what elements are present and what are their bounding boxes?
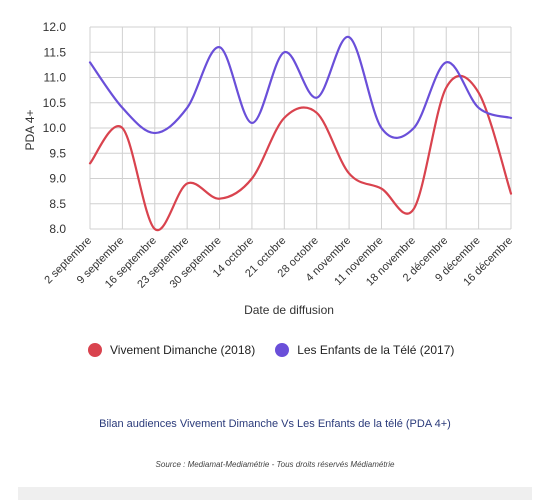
chart-legend: Vivement Dimanche (2018) Les Enfants de … [88, 343, 474, 357]
y-axis-label: PDA 4+ [23, 109, 37, 150]
chart-caption: Bilan audiences Vivement Dimanche Vs Les… [99, 418, 451, 430]
y-tick-label: 9.0 [49, 172, 66, 186]
legend-marker [88, 343, 102, 357]
series-line [88, 74, 513, 232]
legend-item: Vivement Dimanche (2018) [88, 343, 255, 357]
source-note: Source : Mediamat-Mediamétrie - Tous dro… [155, 460, 395, 469]
y-tick-label: 10.0 [43, 121, 67, 135]
x-axis-label: Date de diffusion [244, 303, 334, 317]
footer-bar [18, 487, 532, 500]
y-tick-label: 9.5 [49, 146, 66, 160]
legend-label: Vivement Dimanche (2018) [110, 343, 256, 357]
y-tick-label: 8.5 [49, 197, 66, 211]
legend-label: Les Enfants de la Télé (2017) [297, 343, 455, 357]
legend-marker [275, 343, 290, 357]
chart-grid [89, 26, 512, 230]
y-axis-ticks: 8.0 8.5 9.0 9.5 10.0 10.5 11.0 11.5 12.0 [43, 20, 67, 236]
y-tick-label: 12.0 [43, 20, 67, 34]
line-chart: 8.0 8.5 9.0 9.5 10.0 10.5 11.0 11.5 12.0 2 septe… [23, 20, 515, 317]
chart-series [88, 35, 513, 232]
legend-item: Les Enfants de la Télé (2017) [275, 343, 454, 357]
y-tick-label: 10.5 [43, 96, 67, 110]
y-tick-label: 8.0 [49, 222, 66, 236]
series-line [88, 35, 513, 139]
y-tick-label: 11.5 [44, 45, 67, 59]
y-tick-label: 11.0 [44, 71, 67, 85]
